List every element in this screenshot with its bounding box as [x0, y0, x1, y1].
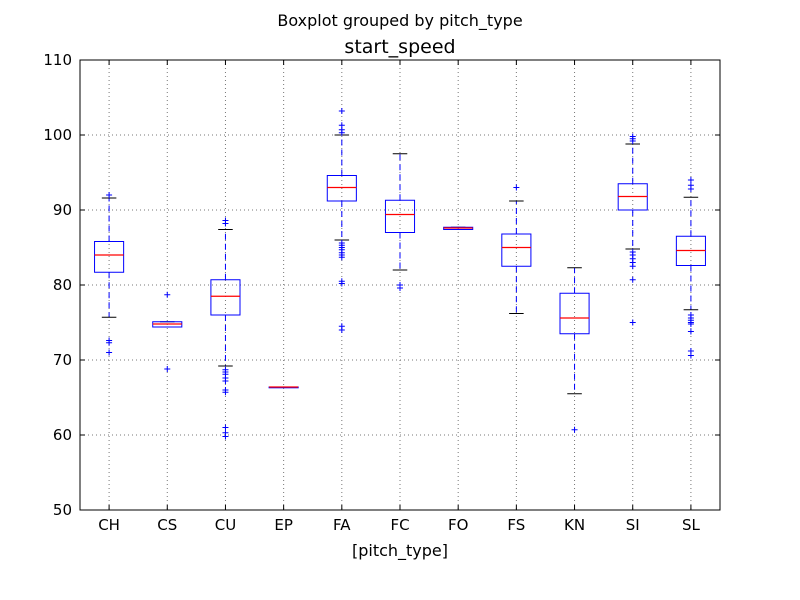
flier-point: [687, 182, 694, 189]
y-tick-label: 110: [43, 51, 72, 69]
flier-point: [164, 291, 171, 298]
flier-point: [513, 184, 520, 191]
iqr-box: [326, 175, 357, 202]
flier-point: [397, 282, 403, 288]
y-tick-label: 70: [53, 351, 72, 369]
chart-title: start_speed: [344, 36, 455, 58]
flier-point: [629, 133, 636, 140]
box-CU: [210, 217, 241, 440]
x-tick-label: EP: [274, 516, 293, 534]
iqr-box: [210, 279, 241, 316]
box-CH: [94, 192, 125, 356]
x-tick-label: FO: [448, 516, 468, 534]
flier-point: [106, 192, 113, 198]
iqr-box: [384, 199, 416, 233]
y-tick-label: 50: [53, 501, 72, 519]
flier-point: [629, 319, 636, 326]
flier-point: [222, 366, 229, 373]
box-FA: [326, 108, 357, 333]
iqr-box: [94, 241, 125, 273]
x-axis-label: [pitch_type]: [352, 541, 448, 561]
box-SL: [675, 177, 706, 359]
x-tick-label: KN: [564, 516, 585, 534]
flier-point: [338, 122, 345, 129]
flier-point: [106, 337, 113, 344]
flier-point: [687, 312, 694, 318]
x-tick-label: FC: [390, 516, 409, 534]
box-SI: [617, 133, 648, 326]
y-tick-label: 60: [53, 426, 72, 444]
box-EP: [268, 386, 299, 389]
flier-point: [687, 177, 694, 183]
flier-point: [687, 328, 694, 335]
flier-point: [164, 366, 171, 372]
box-FS: [501, 184, 532, 314]
x-tick-label: CU: [215, 516, 236, 534]
flier-point: [106, 349, 113, 356]
x-tick-label: SI: [626, 516, 640, 534]
box-FC: [384, 153, 416, 291]
flier-point: [222, 424, 229, 431]
x-tick-label: SL: [682, 516, 701, 534]
x-tick-label: FA: [333, 516, 351, 534]
flier-point: [629, 249, 636, 255]
box-KN: [559, 267, 590, 433]
flier-point: [222, 429, 229, 436]
y-tick-label: 80: [53, 276, 72, 294]
flier-point: [338, 240, 345, 246]
x-tick-label: CH: [98, 516, 120, 534]
flier-point: [222, 387, 229, 393]
x-tick-label: CS: [157, 516, 177, 534]
flier-point: [571, 426, 578, 433]
flier-point: [338, 108, 345, 114]
y-tick-label: 100: [43, 126, 72, 144]
iqr-box: [501, 233, 532, 267]
flier-point: [338, 323, 345, 330]
y-tick-label: 90: [53, 201, 72, 219]
figure-suptitle: Boxplot grouped by pitch_type: [277, 11, 523, 30]
flier-point: [222, 217, 229, 224]
iqr-box: [559, 292, 590, 335]
flier-point: [338, 278, 345, 285]
box-layer: [94, 108, 706, 440]
box-CS: [152, 291, 183, 372]
x-tick-label: FS: [507, 516, 525, 534]
box-FO: [443, 226, 474, 230]
tick-layer: 50 60 70 80 90 100 110 CH CS CU EP FA FC FO FS KN SI SL: [43, 51, 720, 534]
flier-point: [687, 348, 694, 354]
flier-point: [629, 276, 636, 283]
